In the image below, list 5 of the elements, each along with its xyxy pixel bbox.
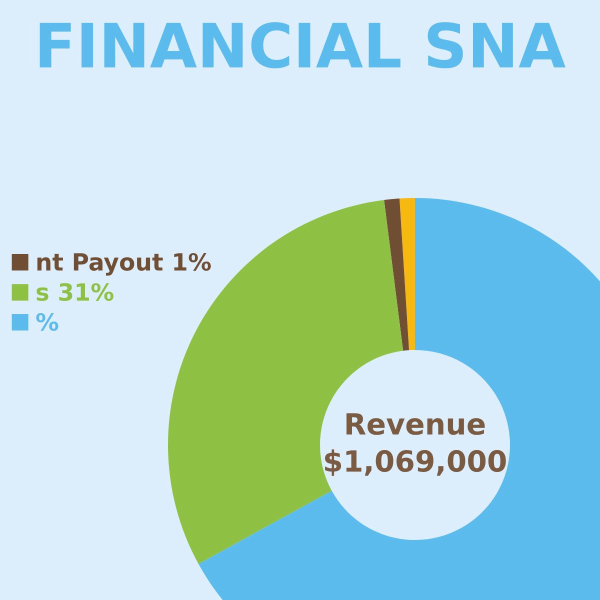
legend-label: s 31% bbox=[36, 283, 114, 301]
legend-label: nt Payout 1% bbox=[37, 252, 211, 276]
legend-label: % bbox=[36, 313, 58, 331]
text: Revenue $1,069,000 bbox=[325, 413, 506, 476]
chart-title: FINANCIAL SNA bbox=[40, 22, 566, 68]
